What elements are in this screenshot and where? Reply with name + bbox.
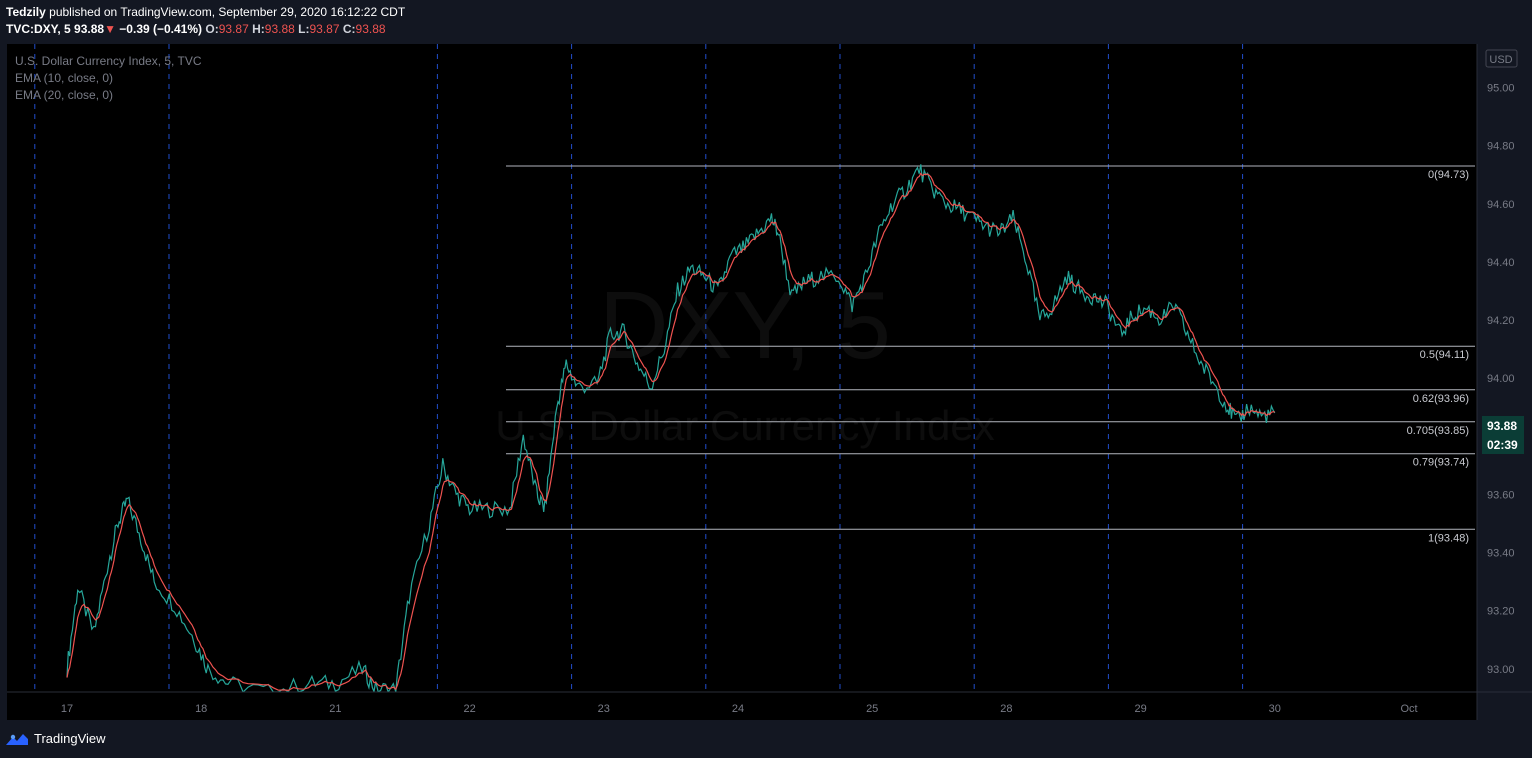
chart-pane[interactable]	[7, 44, 1477, 720]
y-tick-label: 93.20	[1487, 606, 1515, 618]
x-tick-label: 30	[1269, 703, 1281, 715]
y-tick-label: 94.60	[1487, 199, 1515, 211]
legend-ema-20[interactable]: EMA (20, close, 0)	[15, 88, 114, 102]
fib-level-label: 1(93.48)	[1428, 532, 1469, 544]
footer: TradingView	[6, 731, 106, 746]
currency-label: USD	[1489, 54, 1512, 66]
fib-level-label: 0.62(93.96)	[1413, 393, 1469, 405]
last-price: 93.88	[74, 22, 105, 36]
close-value: 93.88	[355, 22, 386, 36]
session-break-lines	[34, 44, 1244, 692]
fib-level-label: 0.5(94.11)	[1420, 349, 1469, 361]
price-line	[66, 164, 1276, 692]
x-tick-label: 23	[598, 703, 610, 715]
high-label: H:	[252, 22, 265, 36]
ohlc-row: TVC:DXY, 5 93.88▼ −0.39 (−0.41%) O:93.87…	[6, 21, 405, 38]
x-tick-label: 22	[463, 703, 475, 715]
time-axis[interactable]: 17 18 21 22 23 24 25 28 29 30 Oct	[61, 703, 1418, 715]
x-tick-label: Oct	[1400, 703, 1417, 715]
x-tick-label: 18	[195, 703, 207, 715]
fib-retracement[interactable]: 0(94.73) 0.5(94.11) 0.62(93.96) 0.705(93.85…	[506, 165, 1475, 544]
last-price-label: 93.88 02:39	[1482, 416, 1524, 454]
y-tick-label: 93.60	[1487, 489, 1515, 501]
high-value: 93.88	[264, 22, 295, 36]
ema-line	[66, 172, 1275, 692]
y-tick-label: 94.80	[1487, 141, 1515, 153]
open-value: 93.87	[218, 22, 249, 36]
watermark-name: U.S. Dollar Currency Index	[495, 402, 995, 449]
last-price-value: 93.88	[1487, 419, 1517, 433]
y-tick-label: 94.40	[1487, 257, 1515, 269]
x-tick-label: 28	[1000, 703, 1012, 715]
publish-info: Tedzily published on TradingView.com, Se…	[6, 4, 405, 21]
x-tick-label: 29	[1134, 703, 1146, 715]
x-tick-label: 21	[329, 703, 341, 715]
publish-text: published on TradingView.com, September …	[49, 5, 406, 19]
brand-name[interactable]: TradingView	[34, 731, 106, 746]
y-tick-label: 93.00	[1487, 664, 1515, 676]
legend-title[interactable]: U.S. Dollar Currency Index, 5, TVC	[15, 54, 202, 68]
author-name[interactable]: Tedzily	[6, 5, 46, 19]
y-tick-label: 94.00	[1487, 373, 1515, 385]
x-tick-label: 25	[866, 703, 878, 715]
close-label: C:	[342, 22, 356, 36]
price-change: −0.39 (−0.41%)	[119, 22, 203, 36]
currency-badge[interactable]: USD	[1485, 49, 1518, 68]
x-tick-label: 17	[61, 703, 73, 715]
y-tick-label: 93.40	[1487, 548, 1515, 560]
price-series	[66, 164, 1276, 692]
fib-level-label: 0.79(93.74)	[1413, 457, 1469, 469]
legend-ema-10[interactable]: EMA (10, close, 0)	[15, 71, 114, 85]
fib-level-label: 0.705(93.85)	[1407, 425, 1469, 437]
open-label: O:	[205, 22, 219, 36]
price-axis[interactable]: 95.00 94.80 94.60 94.40 94.20 94.00 93.60 93.40…	[1487, 83, 1515, 676]
x-tick-label: 24	[732, 703, 744, 715]
low-label: L:	[298, 22, 310, 36]
tradingview-logo-icon	[6, 733, 28, 745]
fib-level-label: 0(94.73)	[1428, 169, 1469, 181]
y-tick-label: 94.20	[1487, 315, 1515, 327]
low-value: 93.87	[309, 22, 340, 36]
symbol-label[interactable]: TVC:DXY, 5	[6, 22, 71, 36]
indicator-legend: U.S. Dollar Currency Index, 5, TVC EMA (…	[15, 53, 202, 104]
down-arrow-icon: ▼	[104, 22, 116, 36]
y-tick-label: 95.00	[1487, 83, 1515, 95]
chart-header: Tedzily published on TradingView.com, Se…	[6, 4, 405, 38]
bar-countdown: 02:39	[1487, 438, 1518, 452]
